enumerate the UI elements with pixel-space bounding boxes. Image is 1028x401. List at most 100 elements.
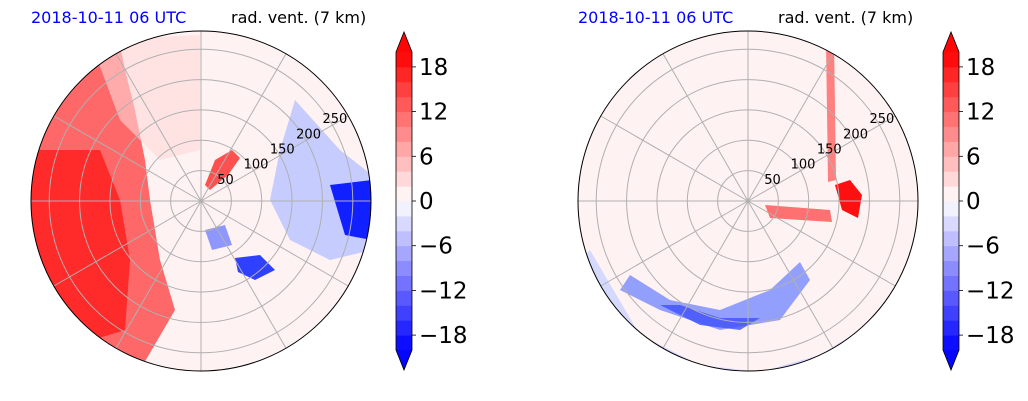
right-colorbar-segment xyxy=(943,111,959,127)
right-colorbar-outline xyxy=(942,30,960,372)
right-colorbar-segment xyxy=(943,335,959,351)
right-azimuth-gridline-300 xyxy=(600,115,749,202)
left-colorbar-tick-minus-12: −12 xyxy=(419,278,468,304)
right-polar-plot: 50 100 150 200 250 xyxy=(577,30,919,372)
right-azimuth-gridline-30 xyxy=(747,53,834,202)
right-title-date: 2018-10-11 06 UTC xyxy=(578,8,733,27)
right-colorbar-segment xyxy=(943,141,959,157)
left-colorbar-tick-minus-18: −18 xyxy=(419,323,468,349)
right-feature-positive-small xyxy=(765,205,832,222)
left-colorbar-segment xyxy=(396,335,412,351)
right-colorbar-segment xyxy=(943,245,959,262)
left-colorbar-segment xyxy=(396,260,412,276)
left-feature-weak-positive xyxy=(90,35,200,160)
right-colorbar: 18 12 6 0 −6 −12 −18 xyxy=(942,30,1015,372)
right-feature-strong-positive xyxy=(835,180,862,218)
right-radial-tick-50: 50 xyxy=(764,173,781,188)
right-panel: 2018-10-11 06 UTC rad. vent. (7 km) 50 1… xyxy=(577,8,1015,372)
left-colorbar-extend-min xyxy=(396,350,412,370)
right-radial-tick-250: 250 xyxy=(869,112,894,127)
left-feature-near-positive xyxy=(205,150,240,190)
left-colorbar-segment xyxy=(396,230,412,247)
right-colorbar-segment xyxy=(943,260,959,276)
left-colorbar-segment xyxy=(396,201,412,217)
left-colorbar-segment xyxy=(396,66,412,83)
right-colorbar-tick-minus-12: −12 xyxy=(966,278,1015,304)
right-azimuth-gridline-240 xyxy=(600,200,749,287)
right-azimuth-gridline-60 xyxy=(747,115,896,202)
right-title-variable: rad. vent. (7 km) xyxy=(778,8,913,27)
left-colorbar-tick-6: 6 xyxy=(419,144,434,170)
right-azimuth-gridline-330 xyxy=(662,53,749,202)
right-colorbar-segment xyxy=(943,320,959,336)
left-azimuth-gridline-300 xyxy=(53,115,202,202)
right-colorbar-segment xyxy=(943,290,959,306)
left-polar-plot: 50 100 150 200 250 xyxy=(30,30,372,372)
right-radial-tick-200: 200 xyxy=(843,127,868,142)
right-plot-border xyxy=(577,30,919,372)
left-grid xyxy=(31,31,371,371)
left-radial-tick-200: 200 xyxy=(296,127,321,142)
right-colorbar-tick-minus-6: −6 xyxy=(966,234,1000,260)
right-colorbar-tick-18: 18 xyxy=(966,55,995,81)
left-radial-tick-150: 150 xyxy=(270,142,295,157)
left-colorbar-tick-minus-6: −6 xyxy=(419,234,453,260)
right-radial-tick-150: 150 xyxy=(817,142,842,157)
left-colorbar-tick-0: 0 xyxy=(419,189,434,215)
left-colorbar-segment xyxy=(396,96,412,113)
left-colorbar-outline xyxy=(395,30,413,372)
left-azimuth-gridline-150 xyxy=(200,200,287,349)
right-colorbar-extend-min xyxy=(943,350,959,370)
left-title-date: 2018-10-11 06 UTC xyxy=(31,8,186,27)
left-feature-negative-patch xyxy=(235,255,275,280)
right-colorbar-segment xyxy=(943,52,959,68)
right-radial-tick-labels: 50 100 150 200 250 xyxy=(764,112,894,188)
left-azimuth-gridline-60 xyxy=(200,115,349,202)
right-colorbar-segment xyxy=(943,186,959,202)
left-colorbar-segment xyxy=(396,245,412,262)
right-colorbar-segment xyxy=(943,96,959,113)
left-colorbar-segment xyxy=(396,305,412,321)
left-colorbar-extend-max xyxy=(396,32,412,52)
left-azimuth-gridline-30 xyxy=(200,53,287,202)
right-colorbar-segment xyxy=(943,156,959,172)
right-colorbar-tick-12: 12 xyxy=(966,100,995,126)
left-colorbar-segment xyxy=(396,141,412,157)
left-colorbar-segment xyxy=(396,186,412,202)
left-colorbar-segment xyxy=(396,156,412,172)
left-azimuth-gridline-240 xyxy=(53,200,202,287)
right-colorbar-segment xyxy=(943,201,959,217)
left-colorbar-segment xyxy=(396,215,412,232)
right-azimuth-gridline-120 xyxy=(747,200,896,287)
right-feature-negative-arc xyxy=(620,262,810,330)
left-field-layer xyxy=(31,35,371,370)
left-colorbar-segment xyxy=(396,275,412,291)
left-colorbar-segment xyxy=(396,52,412,68)
right-colorbar-segment xyxy=(943,230,959,247)
left-panel: 2018-10-11 06 UTC rad. vent. (7 km) 50 xyxy=(30,8,468,372)
left-colorbar-tick-12: 12 xyxy=(419,100,448,126)
right-colorbar-segment xyxy=(943,66,959,83)
left-colorbar-tick-18: 18 xyxy=(419,55,448,81)
left-azimuth-gridline-210 xyxy=(115,200,202,349)
right-radial-tick-100: 100 xyxy=(791,158,816,173)
left-radial-tick-50: 50 xyxy=(217,173,234,188)
left-colorbar-segment xyxy=(396,290,412,306)
left-radial-tick-labels: 50 100 150 200 250 xyxy=(217,112,347,188)
left-azimuth-gridline-330 xyxy=(115,53,202,202)
left-colorbar-segment xyxy=(396,171,412,187)
left-colorbar: 18 12 6 0 −6 −12 −18 xyxy=(395,30,468,372)
right-colorbar-segment xyxy=(943,81,959,98)
right-colorbar-segment xyxy=(943,275,959,291)
left-azimuth-gridline-120 xyxy=(200,200,349,287)
left-radial-tick-100: 100 xyxy=(244,158,269,173)
left-feature-strong-negative xyxy=(330,180,371,240)
right-colorbar-tick-6: 6 xyxy=(966,144,981,170)
left-colorbar-segment xyxy=(396,126,412,142)
left-plot-border xyxy=(30,30,372,372)
right-colorbar-segment xyxy=(943,215,959,232)
left-colorbar-segment xyxy=(396,111,412,127)
right-colorbar-tick-minus-18: −18 xyxy=(966,323,1015,349)
right-colorbar-segment xyxy=(943,126,959,142)
